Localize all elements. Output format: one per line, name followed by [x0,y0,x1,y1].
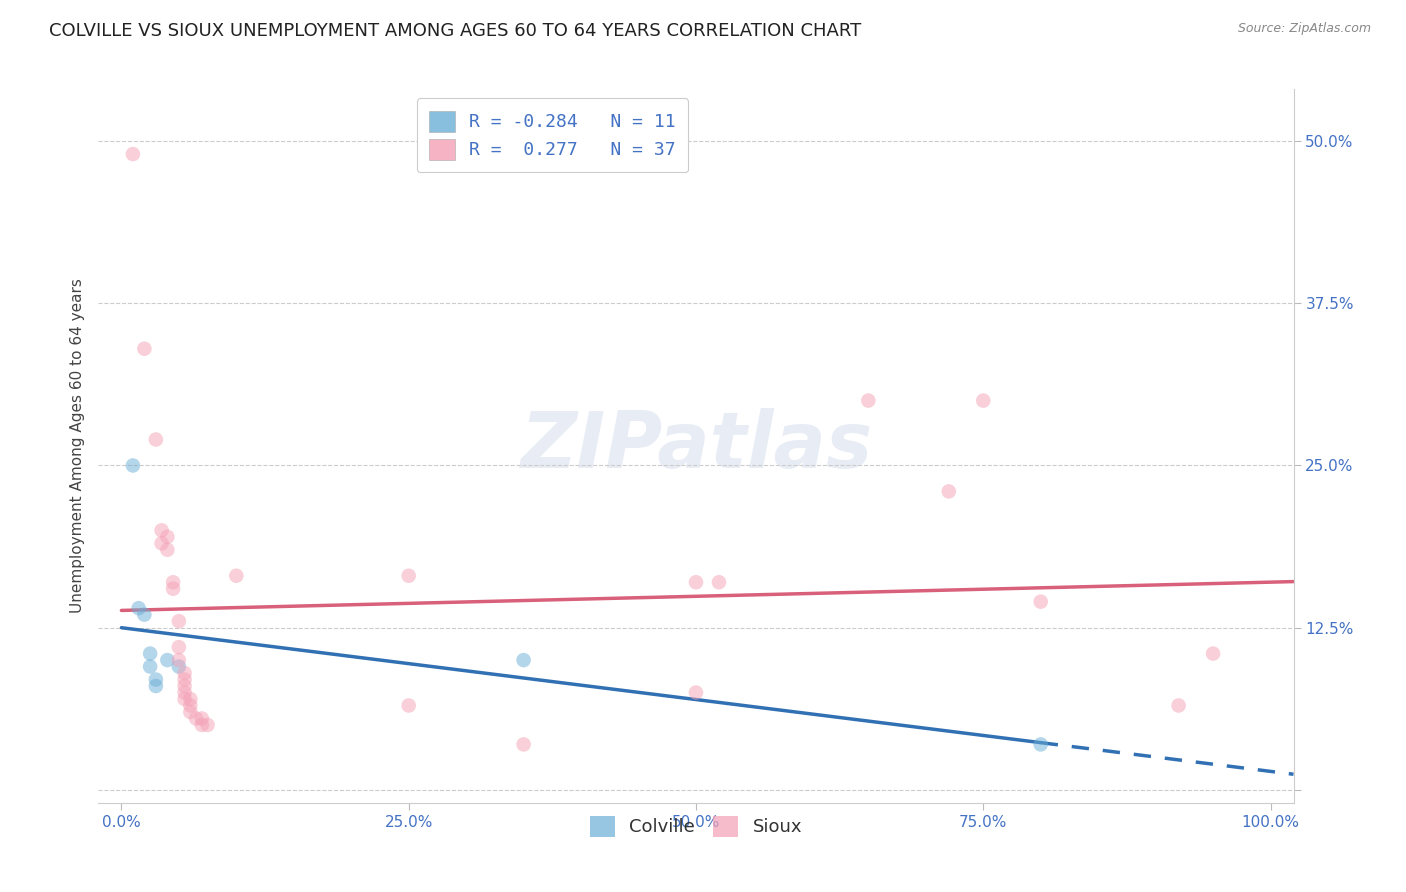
Point [1029,595,1052,609]
Point [179,692,201,706]
Point [173,685,195,699]
Point [162,582,184,596]
Point [139,659,162,673]
Point [1029,738,1052,752]
Point [398,698,420,713]
Point [145,679,167,693]
Text: Source: ZipAtlas.com: Source: ZipAtlas.com [1237,22,1371,36]
Point [512,653,534,667]
Point [179,698,201,713]
Point [191,718,214,732]
Point [972,393,994,408]
Point [139,647,162,661]
Text: COLVILLE VS SIOUX UNEMPLOYMENT AMONG AGES 60 TO 64 YEARS CORRELATION CHART: COLVILLE VS SIOUX UNEMPLOYMENT AMONG AGE… [49,22,862,40]
Point [858,393,880,408]
Point [167,659,190,673]
Point [128,601,150,615]
Point [184,711,207,725]
Point [191,711,214,725]
Point [707,575,730,590]
Point [1167,698,1189,713]
Point [134,607,156,622]
Point [167,653,190,667]
Point [197,718,219,732]
Point [156,542,179,557]
Point [145,433,167,447]
Point [150,536,173,550]
Point [938,484,960,499]
Point [150,524,173,538]
Point [1202,647,1225,661]
Point [173,692,195,706]
Point [167,640,190,654]
Point [398,568,420,582]
Point [179,705,201,719]
Point [225,568,247,582]
Y-axis label: Unemployment Among Ages 60 to 64 years: Unemployment Among Ages 60 to 64 years [69,278,84,614]
Point [173,666,195,681]
Point [685,575,707,590]
Point [122,458,145,473]
Point [512,738,534,752]
Point [145,673,167,687]
Text: ZIPatlas: ZIPatlas [520,408,872,484]
Point [122,147,145,161]
Point [173,679,195,693]
Point [162,575,184,590]
Point [156,653,179,667]
Point [685,685,707,699]
Point [156,530,179,544]
Point [167,614,190,628]
Point [173,673,195,687]
Legend: Colville, Sioux: Colville, Sioux [582,808,810,844]
Point [134,342,156,356]
